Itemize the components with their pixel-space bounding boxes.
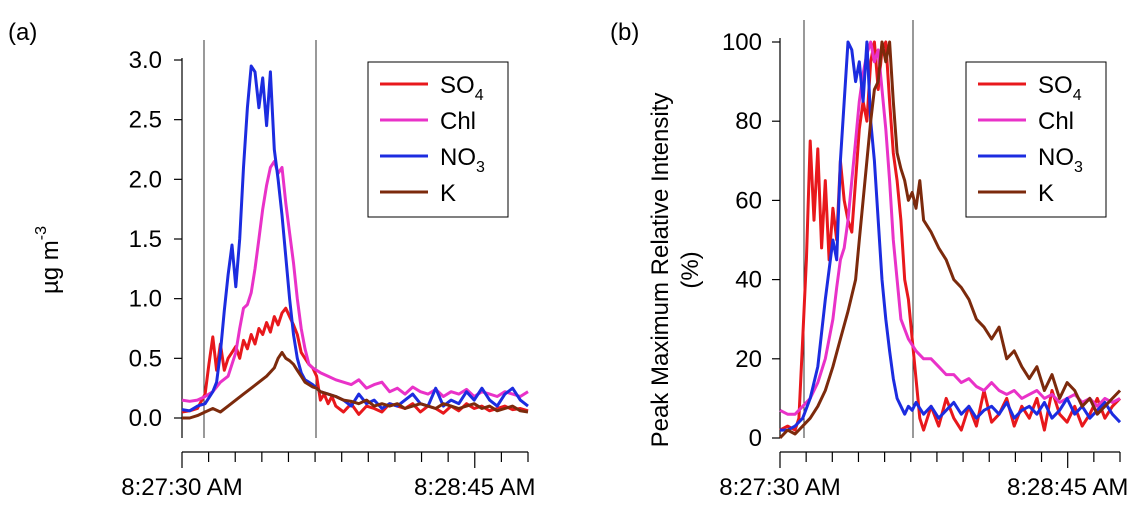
legend-label: NO3 xyxy=(440,144,485,176)
y-tick-label: 2.0 xyxy=(129,166,162,193)
y-axis-title: Peak Maximum Relative Intensity (%) xyxy=(647,93,704,448)
series-line-so4 xyxy=(779,40,1122,432)
series-line-chl xyxy=(181,159,529,403)
x-tick-label: 8:27:30 AM xyxy=(719,474,840,501)
y-tick-label: 1.5 xyxy=(129,226,162,253)
y-tick-label: 2.5 xyxy=(129,107,162,134)
y-tick-label: 3.0 xyxy=(129,47,162,74)
y-tick-label: 0 xyxy=(749,425,762,452)
y-tick-label: 60 xyxy=(735,187,762,214)
x-tick-label: 8:28:45 AM xyxy=(414,474,535,501)
y-tick-label: 0.0 xyxy=(129,405,162,432)
series-line-no3 xyxy=(181,64,529,413)
legend-label: Chl xyxy=(1038,108,1074,135)
legend-label: NO3 xyxy=(1038,144,1083,176)
y-tick-label: 0.5 xyxy=(129,345,162,372)
panel-label: (b) xyxy=(610,19,639,46)
y-tick-label: 100 xyxy=(722,29,762,56)
x-tick-label: 8:28:45 AM xyxy=(1007,474,1128,501)
legend-label: K xyxy=(440,180,456,207)
legend-label: K xyxy=(1038,180,1054,207)
y-tick-label: 40 xyxy=(735,267,762,294)
y-tick-label: 1.0 xyxy=(129,286,162,313)
x-tick-label: 8:27:30 AM xyxy=(121,474,242,501)
legend-label: SO4 xyxy=(440,72,484,104)
y-axis-title: µg m-3 xyxy=(33,226,64,294)
series-line-no3 xyxy=(780,40,1122,432)
series-line-chl xyxy=(779,40,1121,416)
y-tick-label: 20 xyxy=(735,346,762,373)
y-tick-label: 80 xyxy=(735,108,762,135)
panel-label: (a) xyxy=(8,19,37,46)
series-line-k xyxy=(778,40,1122,440)
series-line-k xyxy=(182,350,529,420)
legend-label: SO4 xyxy=(1038,72,1082,104)
legend-label: Chl xyxy=(440,108,476,135)
panel-b: (b) 0 20 40 60 80 100 8:27:30 AM 8:28:45 AM Peak … xyxy=(610,19,1128,501)
panel-a: (a) 0.0 0.5 1.0 1.5 2.0 2.5 3.0 8:27:30 AM 8:28:4… xyxy=(8,19,535,501)
